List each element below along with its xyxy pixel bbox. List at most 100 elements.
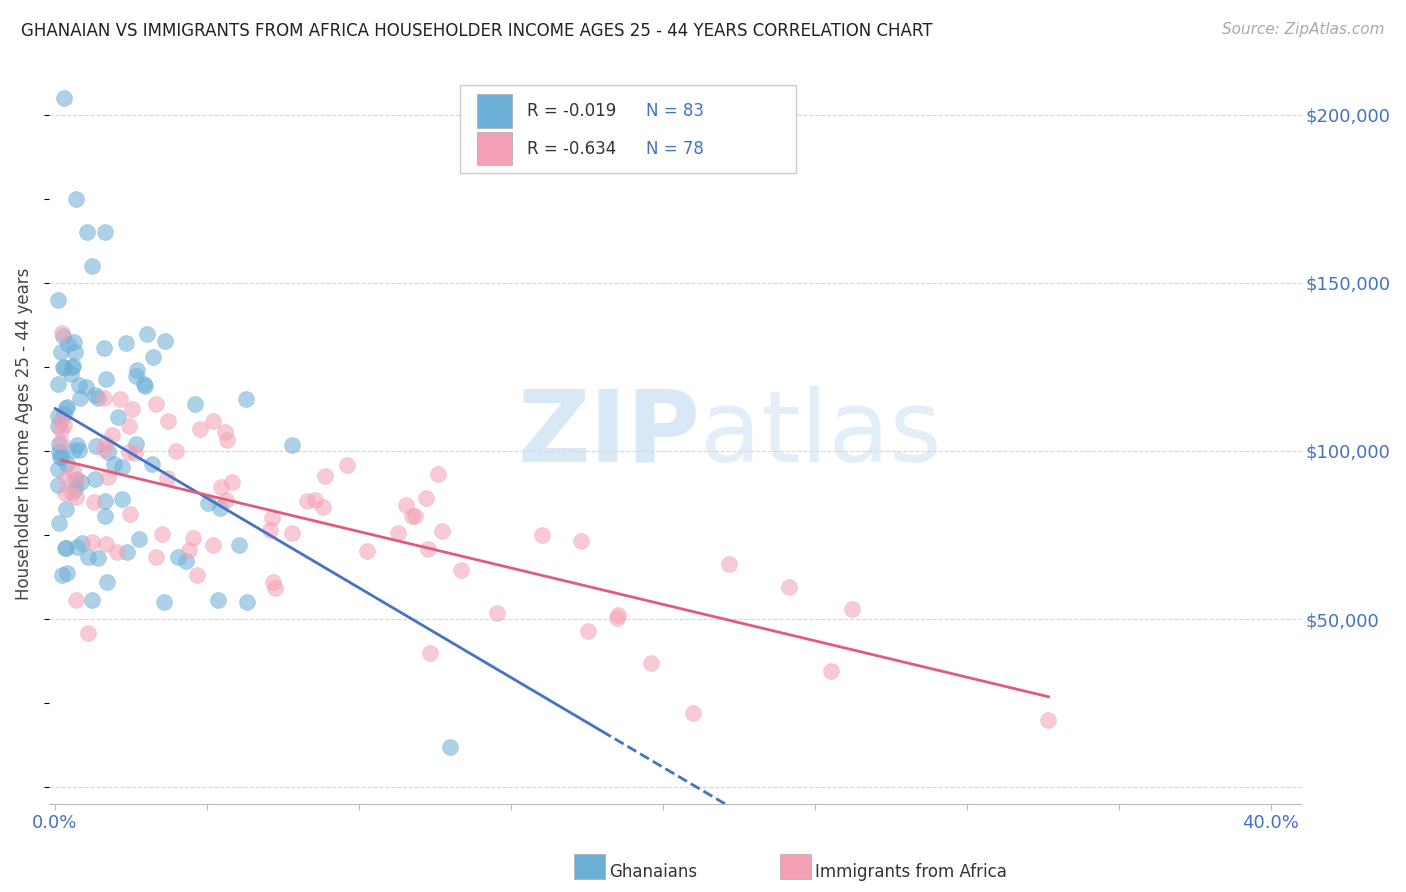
- Point: [132, 376, 155, 391]
- Point: [96, 575, 118, 590]
- Point: [49, 413, 72, 427]
- Point: [56, 337, 79, 351]
- Point: [235, 392, 257, 407]
- Point: [395, 498, 418, 512]
- Point: [94, 435, 117, 450]
- Point: [186, 568, 208, 582]
- Point: [569, 534, 592, 549]
- Point: [46, 376, 69, 391]
- Point: [63, 345, 86, 359]
- Point: [80, 259, 103, 273]
- Point: [134, 379, 156, 393]
- Point: [94, 494, 117, 508]
- Point: [49, 423, 72, 437]
- Point: [69, 475, 91, 489]
- Point: [67, 443, 90, 458]
- Point: [46, 462, 69, 476]
- Point: [56, 566, 79, 580]
- Point: [312, 500, 335, 514]
- Point: [97, 470, 120, 484]
- Point: [530, 527, 553, 541]
- Point: [165, 444, 187, 458]
- Point: [49, 435, 72, 450]
- Point: [52, 329, 75, 343]
- Point: [156, 471, 179, 485]
- Point: [415, 491, 437, 506]
- Point: [314, 469, 336, 483]
- Point: [53, 541, 76, 555]
- Point: [51, 450, 73, 465]
- Point: [66, 472, 89, 486]
- Point: [145, 397, 167, 411]
- Point: [55, 501, 77, 516]
- Point: [63, 334, 86, 349]
- Text: N = 83: N = 83: [647, 102, 704, 120]
- Point: [65, 473, 87, 487]
- Text: Source: ZipAtlas.com: Source: ZipAtlas.com: [1222, 22, 1385, 37]
- Point: [215, 433, 238, 447]
- Point: [46, 419, 69, 434]
- Point: [387, 526, 409, 541]
- Point: [118, 418, 141, 433]
- Point: [75, 380, 97, 394]
- Point: [51, 326, 73, 340]
- Point: [65, 593, 87, 607]
- Point: [96, 372, 118, 386]
- Point: [401, 509, 423, 524]
- Point: [197, 496, 219, 510]
- Point: [63, 443, 86, 458]
- Point: [62, 359, 84, 373]
- Point: [304, 493, 326, 508]
- Point: [53, 417, 76, 432]
- Point: [84, 439, 107, 453]
- Point: [56, 457, 79, 471]
- Point: [188, 422, 211, 436]
- Point: [262, 574, 284, 589]
- Point: [93, 341, 115, 355]
- Point: [264, 582, 287, 596]
- Point: [70, 536, 93, 550]
- Point: [94, 537, 117, 551]
- Point: [65, 438, 87, 452]
- Point: [142, 350, 165, 364]
- Point: [202, 538, 225, 552]
- Point: [450, 563, 472, 577]
- Text: Ghanaians: Ghanaians: [609, 863, 697, 881]
- Point: [53, 91, 76, 105]
- Point: [94, 225, 117, 239]
- Point: [177, 543, 200, 558]
- Point: [125, 437, 148, 451]
- Point: [209, 480, 232, 494]
- Point: [103, 457, 125, 471]
- Point: [576, 624, 599, 638]
- Point: [295, 494, 318, 508]
- Point: [56, 400, 79, 414]
- Point: [53, 486, 76, 500]
- FancyBboxPatch shape: [477, 95, 512, 128]
- Point: [115, 545, 138, 559]
- Point: [48, 516, 70, 530]
- Point: [606, 611, 628, 625]
- Point: [416, 541, 439, 556]
- Point: [430, 524, 453, 538]
- Text: R = -0.634: R = -0.634: [527, 140, 616, 158]
- Point: [83, 494, 105, 508]
- Text: GHANAIAN VS IMMIGRANTS FROM AFRICA HOUSEHOLDER INCOME AGES 25 - 44 YEARS CORRELA: GHANAIAN VS IMMIGRANTS FROM AFRICA HOUSE…: [21, 22, 932, 40]
- Point: [93, 442, 115, 456]
- Point: [153, 334, 176, 349]
- Point: [150, 527, 173, 541]
- Point: [49, 345, 72, 359]
- Point: [262, 510, 284, 524]
- FancyBboxPatch shape: [477, 132, 512, 165]
- Text: Immigrants from Africa: Immigrants from Africa: [815, 863, 1007, 881]
- Point: [65, 192, 87, 206]
- Point: [82, 592, 104, 607]
- Point: [111, 491, 134, 506]
- Point: [778, 580, 800, 594]
- Point: [336, 458, 359, 473]
- Point: [215, 492, 238, 507]
- Point: [87, 391, 110, 405]
- Point: [141, 458, 163, 472]
- Point: [105, 545, 128, 559]
- Point: [77, 626, 100, 640]
